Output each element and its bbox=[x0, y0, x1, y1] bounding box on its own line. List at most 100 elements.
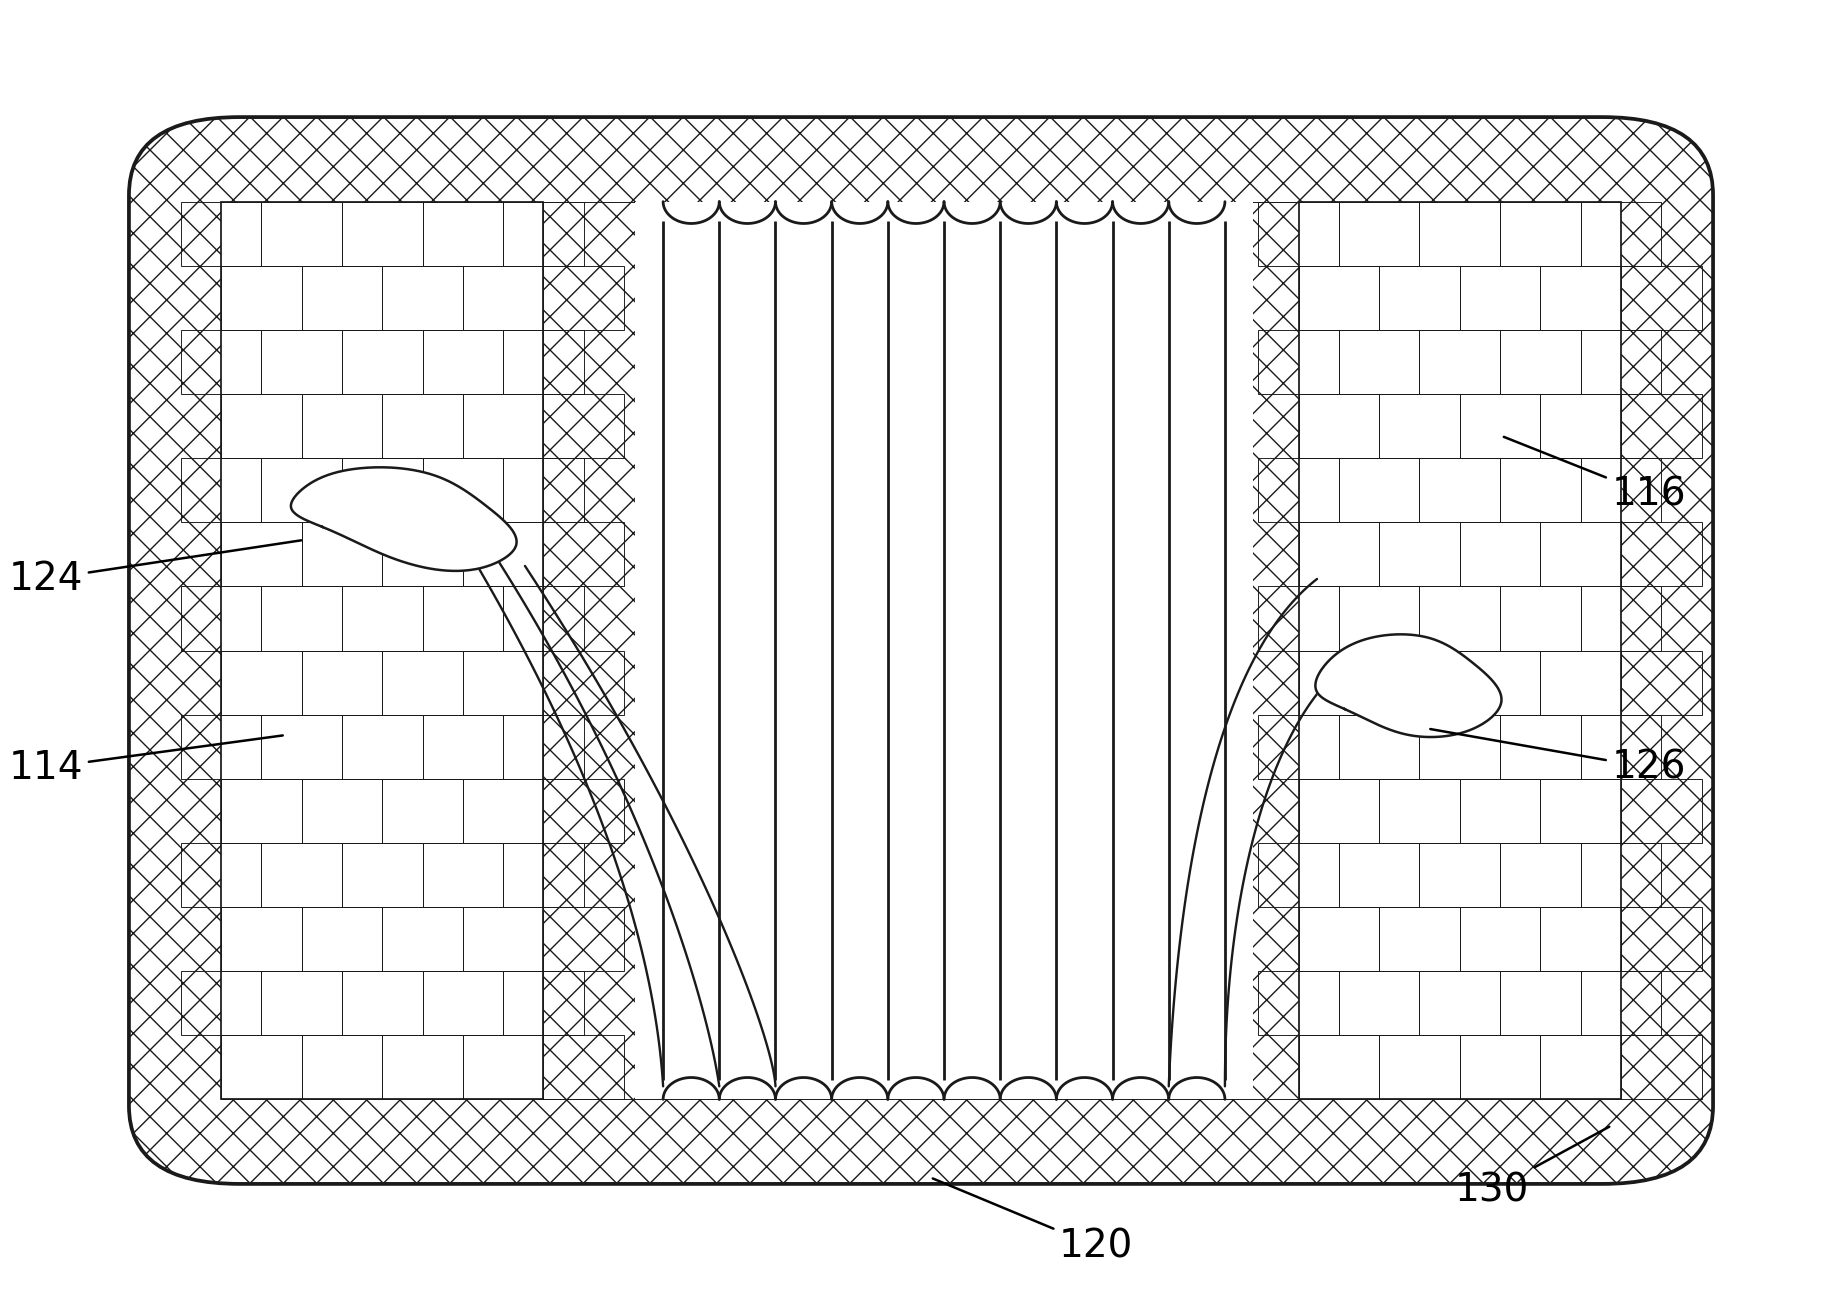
Bar bbox=[635, 202, 1253, 1099]
Bar bbox=[302, 650, 383, 714]
Bar bbox=[503, 202, 584, 265]
FancyBboxPatch shape bbox=[129, 117, 1713, 1184]
Bar bbox=[1299, 907, 1380, 971]
Bar bbox=[1580, 587, 1661, 650]
Bar bbox=[1499, 587, 1580, 650]
Bar bbox=[1540, 650, 1621, 714]
Bar bbox=[543, 522, 624, 587]
Bar bbox=[181, 971, 262, 1036]
Bar bbox=[1621, 522, 1702, 587]
Bar bbox=[1380, 1036, 1459, 1099]
Bar bbox=[1540, 907, 1621, 971]
Bar bbox=[1499, 458, 1580, 522]
Bar bbox=[1580, 330, 1661, 394]
Bar bbox=[1339, 458, 1420, 522]
Bar bbox=[503, 587, 584, 650]
Bar bbox=[1580, 971, 1661, 1036]
Bar bbox=[343, 843, 422, 907]
Bar bbox=[503, 330, 584, 394]
Bar bbox=[383, 265, 462, 330]
Bar bbox=[1299, 650, 1380, 714]
Bar bbox=[1299, 394, 1380, 458]
Bar bbox=[503, 971, 584, 1036]
Bar bbox=[1459, 907, 1540, 971]
Bar bbox=[221, 1036, 302, 1099]
Bar bbox=[1299, 1036, 1380, 1099]
Bar bbox=[262, 971, 343, 1036]
Bar bbox=[181, 714, 262, 779]
Bar bbox=[1621, 650, 1702, 714]
Bar bbox=[1420, 843, 1499, 907]
Bar bbox=[422, 843, 503, 907]
Bar bbox=[1420, 971, 1499, 1036]
Bar bbox=[383, 650, 462, 714]
Bar bbox=[503, 843, 584, 907]
Bar bbox=[1258, 587, 1339, 650]
Text: 130: 130 bbox=[1455, 1127, 1610, 1210]
Bar bbox=[302, 265, 383, 330]
Bar bbox=[1380, 907, 1459, 971]
Bar bbox=[1580, 458, 1661, 522]
Bar bbox=[1339, 330, 1420, 394]
Bar bbox=[383, 522, 462, 587]
Bar bbox=[1380, 394, 1459, 458]
Bar bbox=[1540, 265, 1621, 330]
Bar bbox=[302, 522, 383, 587]
Text: 120: 120 bbox=[932, 1179, 1133, 1266]
Bar bbox=[1258, 202, 1339, 265]
Bar bbox=[503, 458, 584, 522]
Bar bbox=[221, 522, 302, 587]
Bar bbox=[1299, 522, 1380, 587]
Bar bbox=[1339, 971, 1420, 1036]
Polygon shape bbox=[291, 467, 516, 571]
Bar bbox=[1621, 779, 1702, 843]
Bar bbox=[1258, 843, 1339, 907]
Bar bbox=[221, 394, 302, 458]
Bar bbox=[1621, 1036, 1702, 1099]
Bar bbox=[383, 779, 462, 843]
Bar bbox=[221, 265, 302, 330]
Bar bbox=[1380, 265, 1459, 330]
Bar bbox=[383, 394, 462, 458]
Bar bbox=[343, 202, 422, 265]
Bar bbox=[262, 330, 343, 394]
Bar bbox=[1540, 522, 1621, 587]
Bar bbox=[181, 587, 262, 650]
Bar bbox=[343, 971, 422, 1036]
Bar bbox=[343, 458, 422, 522]
Bar bbox=[1499, 714, 1580, 779]
Bar bbox=[221, 779, 302, 843]
Bar bbox=[543, 907, 624, 971]
Bar bbox=[543, 202, 1299, 1099]
Bar bbox=[462, 779, 543, 843]
Bar bbox=[343, 587, 422, 650]
Bar bbox=[1420, 458, 1499, 522]
Bar bbox=[1299, 265, 1380, 330]
Bar bbox=[221, 202, 543, 1099]
Bar bbox=[1499, 843, 1580, 907]
Bar bbox=[262, 587, 343, 650]
Bar bbox=[1459, 265, 1540, 330]
Bar bbox=[1459, 779, 1540, 843]
Bar bbox=[1499, 202, 1580, 265]
Bar bbox=[1299, 779, 1380, 843]
Bar bbox=[262, 458, 343, 522]
Bar bbox=[1540, 394, 1621, 458]
Bar bbox=[1499, 330, 1580, 394]
Bar bbox=[181, 843, 262, 907]
Bar bbox=[1499, 971, 1580, 1036]
Bar bbox=[1459, 650, 1540, 714]
Bar bbox=[1420, 587, 1499, 650]
Bar bbox=[343, 714, 422, 779]
Bar bbox=[1459, 522, 1540, 587]
Text: 114: 114 bbox=[9, 735, 284, 787]
Bar bbox=[543, 394, 624, 458]
Bar bbox=[1459, 1036, 1540, 1099]
Bar bbox=[1420, 714, 1499, 779]
Bar bbox=[221, 650, 302, 714]
Bar bbox=[1621, 265, 1702, 330]
Bar bbox=[1339, 587, 1420, 650]
Bar bbox=[543, 779, 624, 843]
Bar bbox=[302, 1036, 383, 1099]
Bar bbox=[1339, 202, 1420, 265]
